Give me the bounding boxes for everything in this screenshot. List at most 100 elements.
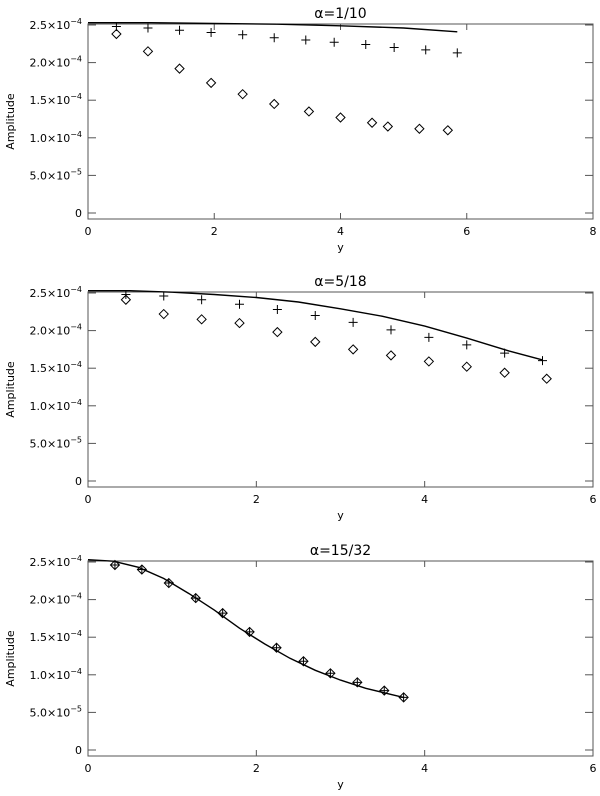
data-point-plus (164, 578, 174, 588)
y-tick-exponent: −4 (70, 323, 82, 332)
y-tick-label: 2.5×10−4 (29, 17, 82, 32)
x-tick-label: 0 (85, 762, 92, 775)
data-point-diamond (303, 106, 315, 117)
y-tick-mantissa: 1.5×10 (29, 631, 70, 644)
data-point-diamond (271, 642, 282, 653)
y-tick-mantissa: 5.0×10 (29, 706, 70, 719)
y-tick-label: 1.5×10−4 (29, 360, 82, 375)
y-tick-label: 1.0×10−4 (29, 130, 82, 145)
data-point-diamond (111, 28, 122, 40)
data-point-diamond (347, 344, 359, 355)
y-tick-label: 1.5×10−4 (29, 92, 82, 107)
y-tick-mantissa: 0 (75, 207, 82, 220)
data-point-diamond (461, 361, 472, 372)
data-point-diamond (499, 367, 510, 378)
data-point-diamond (398, 692, 409, 703)
x-tick-label: 4 (421, 493, 428, 506)
data-point-diamond (272, 326, 283, 338)
y-tick-exponent: −4 (70, 554, 82, 563)
y-tick-exponent: −4 (70, 130, 82, 139)
y-tick-mantissa: 1.0×10 (29, 400, 70, 413)
y-tick-label: 0 (75, 744, 82, 757)
y-tick-label: 5.0×10−5 (29, 167, 82, 182)
data-point-diamond (269, 98, 280, 110)
y-tick-mantissa: 1.5×10 (29, 362, 70, 375)
x-tick-label: 0 (85, 225, 92, 238)
data-point-plus (361, 40, 371, 50)
data-point-plus (500, 348, 510, 358)
plot-frame (87, 291, 594, 488)
y-tick-exponent: −5 (70, 167, 82, 176)
data-point-plus (348, 317, 358, 327)
data-point-plus (137, 565, 147, 575)
data-point-diamond (163, 577, 175, 589)
data-point-plus (218, 608, 228, 618)
y-tick-exponent: −4 (70, 92, 82, 101)
data-point-diamond (174, 63, 185, 74)
y-tick-exponent: −4 (70, 667, 82, 676)
x-tick-label: 4 (421, 762, 428, 775)
y-tick-mantissa: 1.0×10 (29, 669, 70, 682)
data-point-plus (245, 627, 255, 637)
chart-title: α=5/18 (314, 274, 366, 290)
data-point-diamond (382, 121, 394, 132)
data-point-plus (538, 356, 547, 366)
y-tick-mantissa: 2.5×10 (29, 19, 70, 32)
y-tick-label: 2.0×10−4 (29, 592, 82, 607)
data-point-plus (272, 305, 282, 315)
data-point-diamond (142, 46, 154, 57)
y-tick-mantissa: 2.5×10 (29, 287, 70, 300)
x-axis-label: y (337, 509, 344, 522)
data-point-plus (197, 295, 207, 305)
x-tick-label: 2 (253, 762, 260, 775)
data-point-diamond (158, 308, 169, 320)
y-tick-mantissa: 1.5×10 (29, 94, 70, 107)
y-tick-exponent: −4 (70, 55, 82, 64)
data-point-plus (175, 25, 185, 35)
data-point-diamond (237, 88, 248, 100)
data-point-plus (235, 299, 244, 309)
data-point-diamond (335, 112, 346, 123)
data-point-plus (310, 311, 320, 321)
x-tick-label: 6 (463, 225, 470, 238)
plot-frame (87, 560, 594, 757)
data-point-plus (421, 45, 431, 55)
data-point-plus (121, 290, 131, 300)
data-point-plus (238, 30, 248, 40)
y-tick-exponent: −4 (70, 285, 82, 294)
data-point-diamond (541, 373, 552, 384)
y-tick-exponent: −4 (70, 592, 82, 601)
data-point-plus (399, 692, 409, 702)
y-tick-exponent: −5 (70, 435, 82, 444)
y-tick-label: 0 (75, 207, 82, 220)
y-tick-label: 2.0×10−4 (29, 55, 82, 70)
data-point-plus (452, 48, 462, 58)
data-point-diamond (234, 317, 245, 329)
data-point-diamond (196, 314, 207, 325)
data-point-plus (352, 677, 362, 687)
data-point-plus (389, 43, 399, 53)
y-tick-label: 5.0×10−5 (29, 435, 82, 450)
chart-title: α=1/10 (314, 6, 366, 22)
data-point-plus (191, 593, 201, 603)
y-tick-mantissa: 1.0×10 (29, 132, 70, 145)
y-tick-label: 1.5×10−4 (29, 629, 82, 644)
data-point-diamond (109, 559, 121, 571)
x-tick-label: 6 (590, 493, 597, 506)
chart-panel-alpha-15-32: α=15/320 2 4 6y05.0×10−51.0×10−41.5×10−42.0… (4, 543, 597, 791)
x-tick-label: 6 (590, 762, 597, 775)
x-axis-label: y (337, 241, 344, 254)
chart-panel-alpha-1-10: α=1/100 2 4 6 8y05.0×10−51.0×10−41.5×10−42.0… (4, 6, 597, 254)
data-point-plus (424, 332, 434, 342)
data-point-diamond (352, 677, 363, 688)
data-point-plus (462, 340, 472, 350)
data-point-plus (386, 325, 396, 335)
y-tick-exponent: −4 (70, 17, 82, 26)
data-point-diamond (298, 656, 309, 667)
data-point-plus (110, 560, 120, 570)
series-line (88, 290, 543, 361)
data-point-plus (379, 686, 389, 696)
data-point-diamond (310, 336, 321, 348)
data-point-plus (159, 291, 169, 301)
data-point-diamond (414, 123, 425, 134)
